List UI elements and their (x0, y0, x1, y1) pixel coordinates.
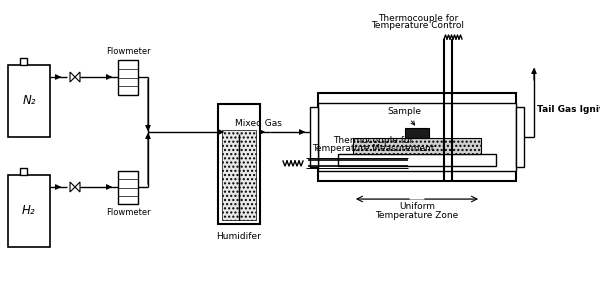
Text: Temperature Zone: Temperature Zone (376, 211, 458, 220)
Bar (318, 103, 516, 171)
Bar (222, 130, 256, 220)
Text: Uniform: Uniform (399, 202, 435, 211)
Bar (118, 60, 138, 95)
Bar (318, 93, 516, 181)
Bar (20, 58, 27, 65)
Bar (338, 154, 496, 166)
Bar (20, 168, 27, 175)
Text: Flowmeter: Flowmeter (106, 47, 151, 56)
Text: Sample: Sample (387, 107, 421, 125)
Bar (118, 171, 138, 204)
Text: Tail Gas Ignition: Tail Gas Ignition (537, 104, 600, 114)
Bar (353, 138, 481, 154)
Bar (8, 175, 50, 247)
Text: Thermocouple for: Thermocouple for (333, 136, 413, 145)
Text: Thermocouple for: Thermocouple for (378, 14, 458, 23)
Text: N₂: N₂ (22, 94, 36, 108)
Polygon shape (75, 182, 80, 192)
Bar (405, 128, 429, 138)
Text: Temperature Measurement: Temperature Measurement (312, 144, 434, 153)
Text: Humidifer: Humidifer (217, 232, 262, 241)
Text: Temperature Control: Temperature Control (371, 21, 464, 30)
Polygon shape (75, 72, 80, 82)
Bar (310, 107, 318, 167)
Text: Flowmeter: Flowmeter (106, 208, 151, 217)
Bar (8, 65, 50, 137)
Bar (218, 104, 260, 224)
Text: H₂: H₂ (22, 205, 36, 217)
Polygon shape (70, 182, 75, 192)
Text: Mixed Gas: Mixed Gas (235, 119, 281, 128)
Bar (516, 107, 524, 167)
Polygon shape (70, 72, 75, 82)
